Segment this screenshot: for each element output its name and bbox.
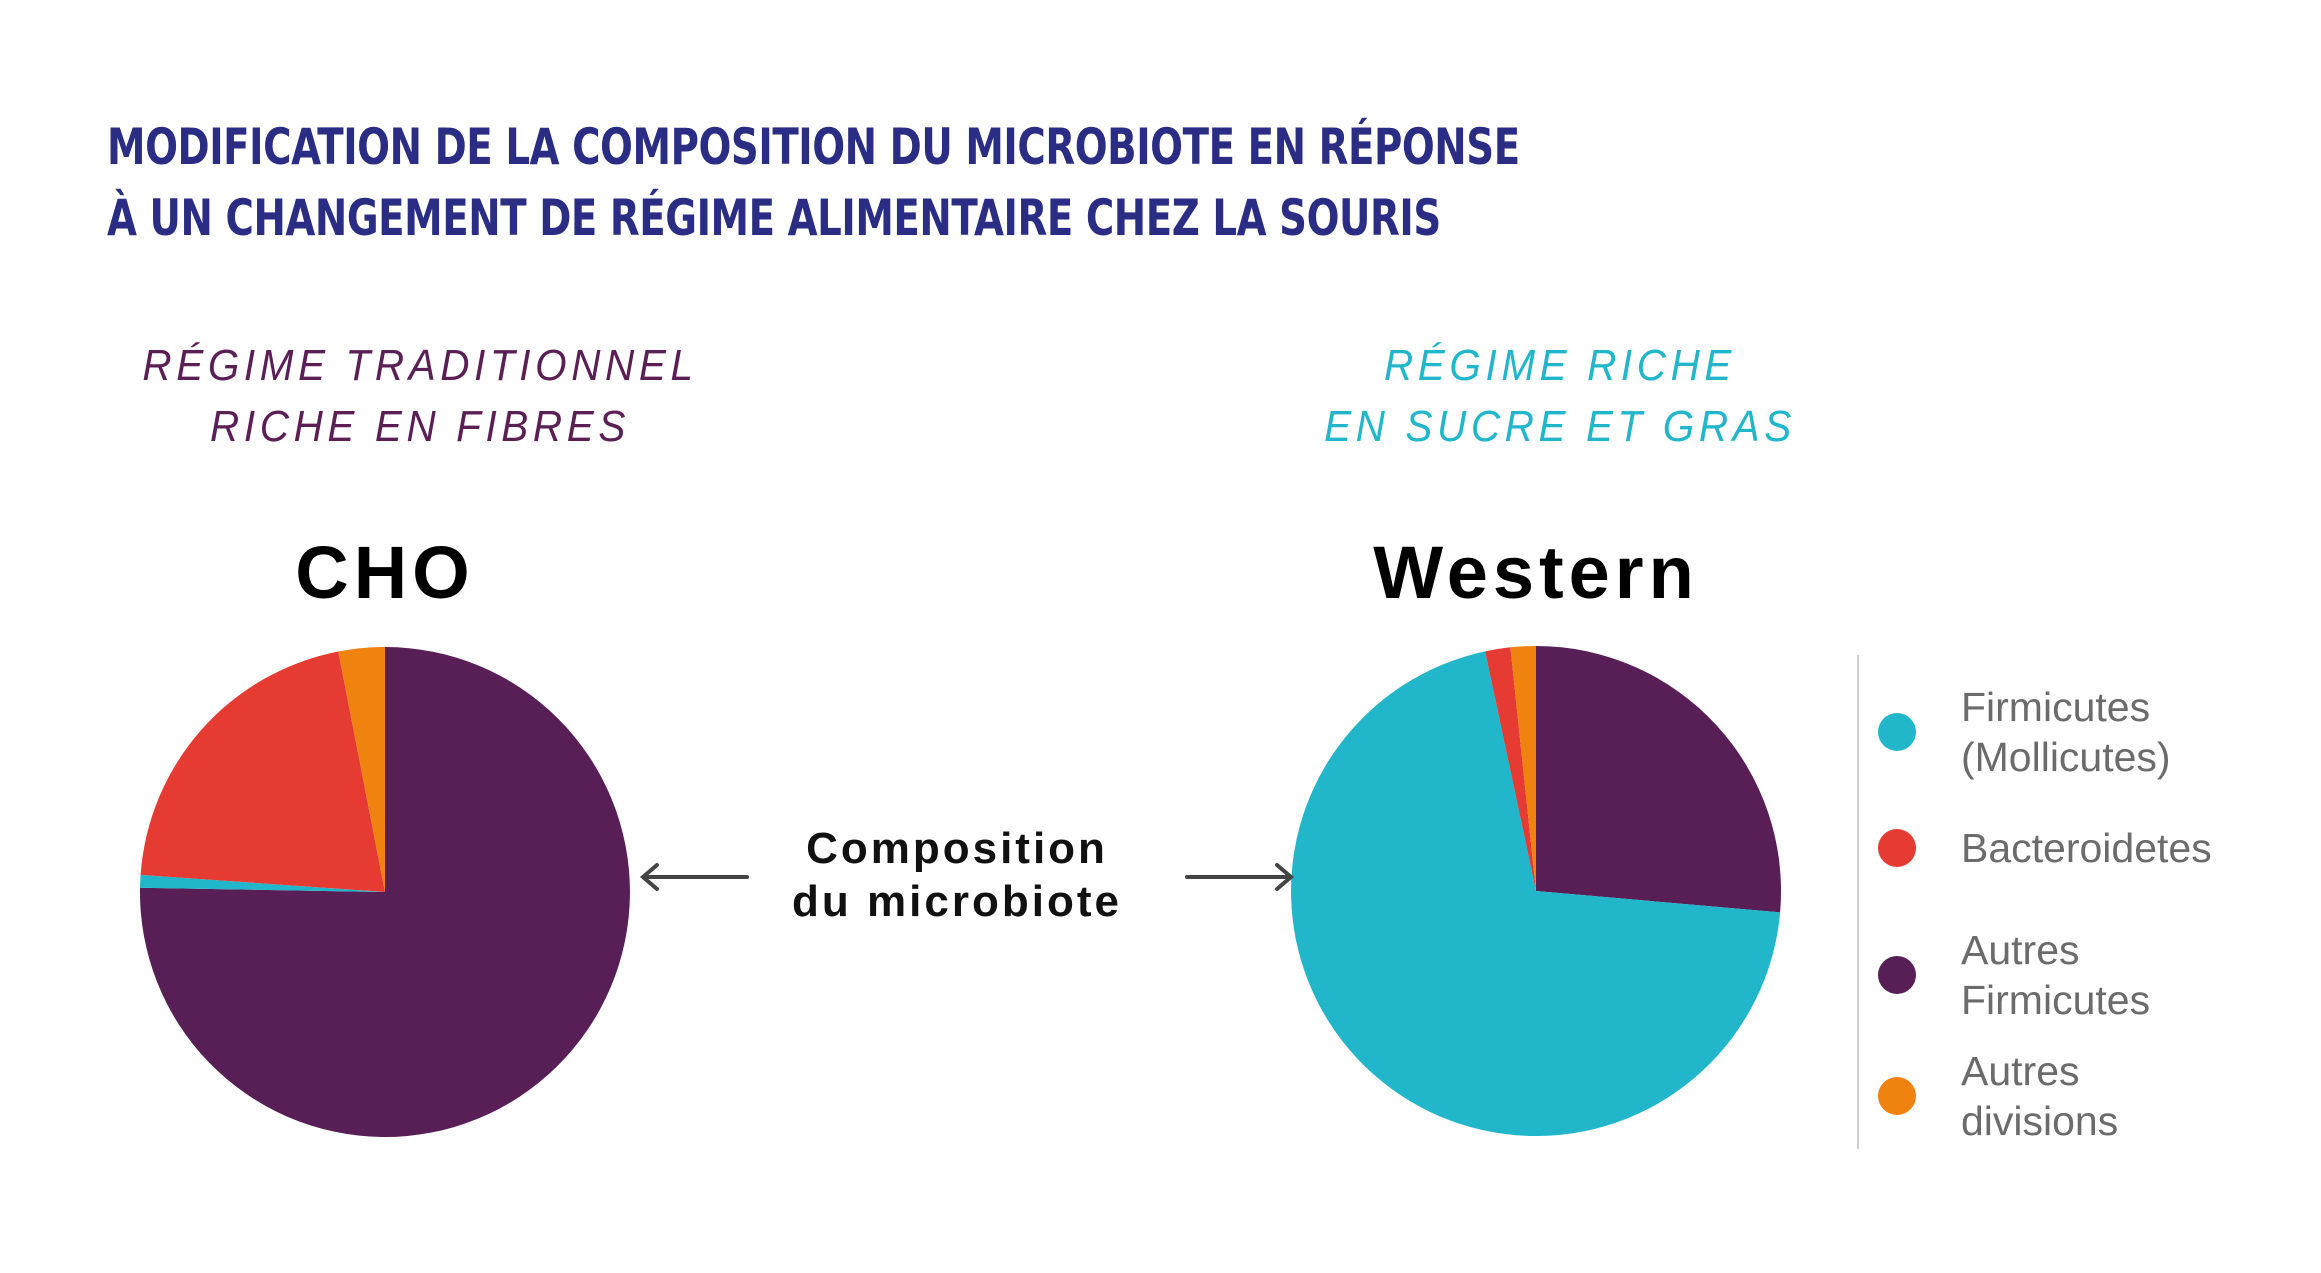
western-slice-autres-divisions (1510, 645, 1536, 891)
chart-title: MODIFICATION DE LA COMPOSITION DU MICROB… (107, 112, 1520, 254)
left-subtitle-line2: RICHE EN FIBRES (210, 402, 630, 451)
western-slice-bacteroidetes (1485, 647, 1536, 891)
right-subtitle-line2: EN SUCRE ET GRAS (1324, 402, 1796, 451)
legend-dot-icon (1878, 956, 1916, 994)
legend-item-bacteroidetes: Bacteroidetes (1878, 823, 2212, 873)
legend-item-firmicutes-mollicutes: Firmicutes (Mollicutes) (1878, 682, 2171, 782)
chart-title-line2: À UN CHANGEMENT DE RÉGIME ALIMENTAIRE CH… (107, 189, 1441, 247)
legend-label-line1: Firmicutes (1961, 684, 2151, 730)
legend-label-line2: (Mollicutes) (1961, 734, 2171, 780)
western-slice-autres-firmicutes (1536, 646, 1782, 913)
legend-label: Autres divisions (1961, 1046, 2118, 1146)
western-label: Western (1373, 531, 1699, 614)
composition-label: Composition du microbiote (757, 822, 1157, 928)
right-diet-subtitle: RÉGIME RICHE EN SUCRE ET GRAS (1229, 335, 1891, 457)
arrow-left-icon (639, 863, 749, 891)
legend-dot-icon (1878, 1077, 1916, 1115)
cho-label: CHO (295, 531, 475, 614)
legend-label: Firmicutes (Mollicutes) (1961, 682, 2171, 782)
left-subtitle-line1: RÉGIME TRADITIONNEL (142, 341, 698, 390)
cho-slice-autres-firmicutes (139, 647, 630, 1137)
legend-label-line2: divisions (1961, 1098, 2119, 1144)
legend-dot-icon (1878, 713, 1916, 751)
cho-slice-bacteroidetes (140, 651, 385, 892)
legend-label: Autres Firmicutes (1961, 925, 2150, 1025)
legend-item-autres-firmicutes: Autres Firmicutes (1878, 925, 2150, 1025)
right-subtitle-line1: RÉGIME RICHE (1383, 341, 1737, 390)
left-diet-subtitle: RÉGIME TRADITIONNEL RICHE EN FIBRES (89, 335, 751, 457)
legend-item-autres-divisions: Autres divisions (1878, 1046, 2118, 1146)
western-slice-firmicutes-mollicutes (1291, 651, 1781, 1137)
composition-label-line1: Composition (806, 824, 1108, 873)
chart-title-line1: MODIFICATION DE LA COMPOSITION DU MICROB… (107, 118, 1520, 176)
legend-label-line1: Bacteroidetes (1961, 825, 2212, 871)
legend-label: Bacteroidetes (1961, 823, 2212, 873)
legend-label-line2: Firmicutes (1961, 977, 2151, 1023)
cho-slice-autres-divisions (338, 647, 385, 892)
cho-pie (139, 647, 630, 1137)
legend-label-line1: Autres (1961, 1048, 2080, 1094)
composition-label-line2: du microbiote (792, 877, 1122, 926)
legend-dot-icon (1878, 829, 1916, 867)
cho-slice-firmicutes-mollicutes (140, 874, 385, 892)
legend-label-line1: Autres (1961, 927, 2080, 973)
western-pie (1291, 645, 1782, 1137)
arrow-right-icon (1185, 863, 1295, 891)
legend-divider (1857, 655, 1859, 1149)
